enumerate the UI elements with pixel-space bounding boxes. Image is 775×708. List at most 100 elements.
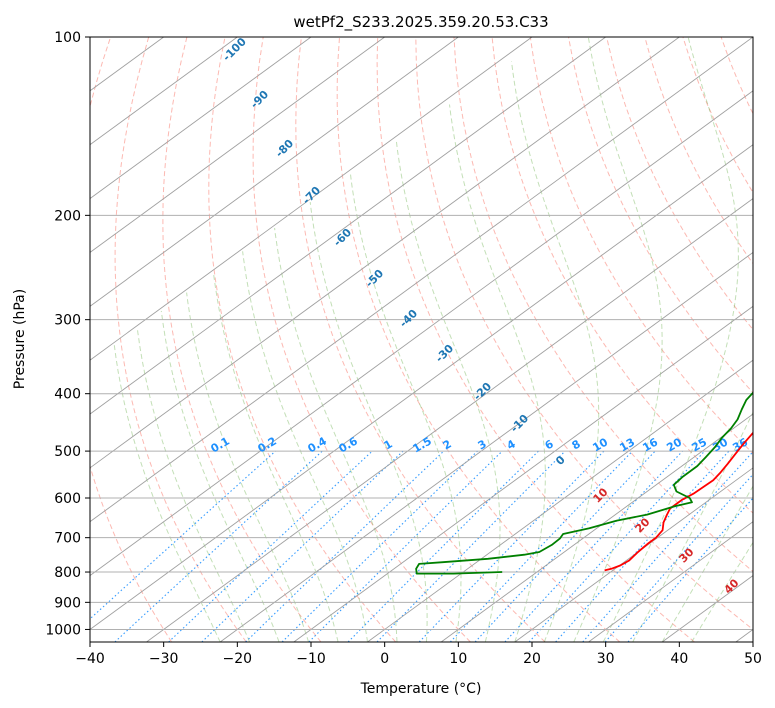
dry-adiabat-label: -10 — [508, 412, 531, 435]
mixing-ratio-line — [418, 450, 605, 642]
isotherm — [588, 521, 753, 642]
isotherm — [90, 37, 459, 307]
isotherm — [661, 575, 753, 642]
dry-adiabat — [90, 37, 173, 642]
moist-adiabat — [160, 310, 280, 642]
dry-adiabat — [644, 37, 753, 265]
x-axis: −40 −30 −20 −10 0 10 20 30 40 50 — [75, 642, 762, 667]
y-tick-label: 100 — [54, 30, 81, 46]
moist-adiabat — [113, 344, 221, 642]
isotherm — [90, 37, 533, 361]
gridlines — [90, 37, 753, 642]
moist-adiabat-label: 20 — [633, 515, 653, 535]
mixing-ratio-label: 3 — [476, 437, 489, 452]
isotherm — [90, 37, 385, 253]
x-tick-label: 0 — [380, 651, 389, 667]
x-tick-label: 50 — [744, 651, 762, 667]
mixing-ratio-label: 0.6 — [337, 434, 361, 455]
mixing-ratio-line — [555, 450, 730, 642]
plot-frame — [89, 36, 754, 643]
mixing-ratio-line — [347, 450, 539, 642]
moist-adiabat — [136, 328, 251, 642]
moist-adiabat — [661, 485, 753, 642]
y-tick-label: 800 — [54, 565, 81, 581]
moist-adiabat — [242, 251, 368, 642]
dry-adiabat — [453, 37, 753, 573]
dry-adiabat — [529, 37, 753, 455]
x-tick-label: 40 — [670, 651, 688, 667]
mixing-ratio-line — [245, 450, 445, 642]
profile-series — [415, 391, 753, 575]
mixing-ratio-label: 4 — [505, 437, 518, 452]
isotherm — [514, 467, 753, 642]
temperature-line — [604, 431, 753, 572]
dry-adiabat — [336, 37, 621, 642]
mixing-ratio-label: 2 — [441, 437, 454, 452]
isotherm — [90, 37, 753, 523]
y-tick-label: 900 — [54, 595, 81, 611]
x-axis-label: Temperature (°C) — [360, 681, 482, 697]
moist-adiabat — [349, 173, 462, 642]
y-tick-label: 300 — [54, 313, 81, 329]
isotherm — [440, 413, 753, 642]
dry-adiabat — [606, 37, 753, 331]
mixing-ratio-label: 1.5 — [411, 434, 434, 455]
background-lines — [90, 37, 775, 642]
isotherm — [219, 251, 753, 642]
isotherm — [90, 90, 753, 577]
moist-adiabat — [274, 227, 398, 642]
mixing-ratio-label: 0.4 — [306, 434, 330, 455]
dry-adiabat — [568, 37, 753, 394]
y-axis-label: Pressure (hPa) — [12, 289, 28, 389]
moist-adiabat-label: 30 — [677, 545, 697, 565]
mixing-ratio-label: 8 — [570, 437, 583, 452]
x-tick-label: 10 — [449, 651, 467, 667]
isotherm — [90, 37, 680, 469]
dry-adiabat-label: -90 — [248, 88, 271, 111]
moist-adiabat — [186, 292, 310, 642]
mixing-ratio-line — [474, 450, 656, 642]
moist-adiabat — [573, 37, 663, 642]
dry-adiabat — [415, 37, 753, 631]
dry-adiabat — [759, 37, 775, 642]
x-tick-label: −30 — [149, 651, 179, 667]
isotherm — [146, 198, 753, 642]
mixing-ratio-line — [281, 450, 478, 642]
mixing-ratio-line — [604, 473, 753, 642]
isotherm — [90, 37, 606, 415]
dry-adiabat — [208, 37, 397, 642]
mixing-ratio-label: 1 — [382, 437, 395, 452]
dry-adiabat-label: -60 — [331, 226, 354, 249]
moist-adiabat — [511, 61, 600, 642]
x-tick-label: 30 — [597, 651, 615, 667]
x-tick-label: 20 — [523, 651, 541, 667]
mixing-ratio-line — [376, 450, 566, 642]
y-tick-label: 400 — [54, 387, 81, 403]
isotherm — [90, 37, 238, 146]
isotherm — [735, 628, 753, 642]
isotherm — [367, 359, 753, 642]
dry-adiabat-label: -30 — [433, 342, 456, 365]
dry-adiabat-label: -80 — [273, 137, 296, 160]
dry-adiabat — [252, 37, 471, 642]
mixing-ratio-line — [201, 450, 404, 642]
dry-adiabat-label: -40 — [397, 307, 420, 330]
mixing-ratio-line — [582, 450, 753, 642]
moist-adiabat — [602, 37, 739, 642]
moist-adiabat-label: 10 — [591, 485, 611, 505]
mixing-ratio-label: 0.1 — [209, 434, 232, 455]
chart-title: wetPf2_S233.2025.359.20.53.C33 — [293, 13, 548, 32]
x-tick-label: −20 — [223, 651, 253, 667]
y-tick-label: 500 — [54, 444, 81, 460]
y-tick-label: 700 — [54, 531, 81, 547]
plot-area: -100-90-80-70-60-50-40-30-20-10010203040… — [90, 37, 775, 642]
dry-adiabat — [114, 37, 247, 642]
moist-adiabat — [449, 104, 546, 642]
moist-adiabat-label: 40 — [722, 576, 742, 596]
y-tick-label: 1000 — [45, 622, 81, 638]
moist-adiabat — [213, 272, 339, 642]
mixing-ratio-line — [449, 450, 633, 642]
x-tick-label: −10 — [296, 651, 326, 667]
x-tick-label: −40 — [75, 651, 105, 667]
